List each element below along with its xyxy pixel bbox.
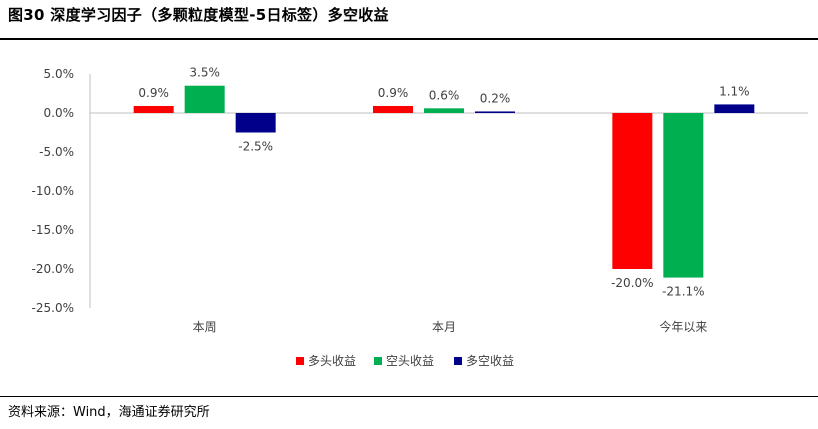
y-tick-label: -20.0% [32, 262, 74, 276]
x-tick-label: 今年以来 [659, 319, 707, 334]
x-tick-label: 本周 [193, 320, 217, 334]
figure-title: 图30 深度学习因子（多颗粒度模型-5日标签）多空收益 [8, 6, 389, 24]
bar [373, 105, 413, 113]
legend-label: 多头收益 [308, 354, 356, 368]
legend-swatch [374, 357, 382, 365]
legend-swatch [296, 357, 304, 365]
x-tick-label: 本月 [432, 320, 456, 334]
data-label: 0.2% [480, 91, 511, 105]
y-tick-label: 5.0% [44, 67, 75, 81]
source-note: 资料来源：Wind，海通证券研究所 [8, 405, 210, 420]
y-tick-label: -15.0% [32, 223, 74, 237]
legend-label: 多空收益 [466, 354, 514, 368]
data-label: 0.6% [429, 88, 460, 102]
y-tick-label: -25.0% [32, 301, 74, 315]
data-label: -20.0% [611, 276, 653, 290]
data-label: 3.5% [189, 66, 220, 80]
bar-chart: 5.0% 0.0% -5.0% -10.0% -15.0% -20.0% -25.0% 0.9… [32, 66, 808, 368]
bar [235, 113, 276, 133]
data-label: -21.1% [662, 285, 704, 299]
bar [184, 85, 225, 113]
bar [663, 113, 704, 278]
y-tick-label: 0.0% [44, 106, 75, 120]
legend-label: 空头收益 [386, 354, 434, 368]
legend-swatch [454, 357, 462, 365]
bottom-rule [0, 396, 818, 397]
data-label: 1.1% [719, 84, 750, 98]
bar [424, 108, 464, 113]
y-tick-label: -10.0% [32, 184, 74, 198]
y-tick-label: -5.0% [39, 145, 74, 159]
data-label: 0.9% [378, 86, 409, 100]
bar [133, 105, 174, 113]
bar [475, 111, 515, 113]
bar [612, 113, 653, 269]
top-rule [0, 38, 818, 40]
bar [714, 104, 755, 113]
data-label: 0.9% [138, 86, 169, 100]
data-label: -2.5% [238, 140, 273, 154]
